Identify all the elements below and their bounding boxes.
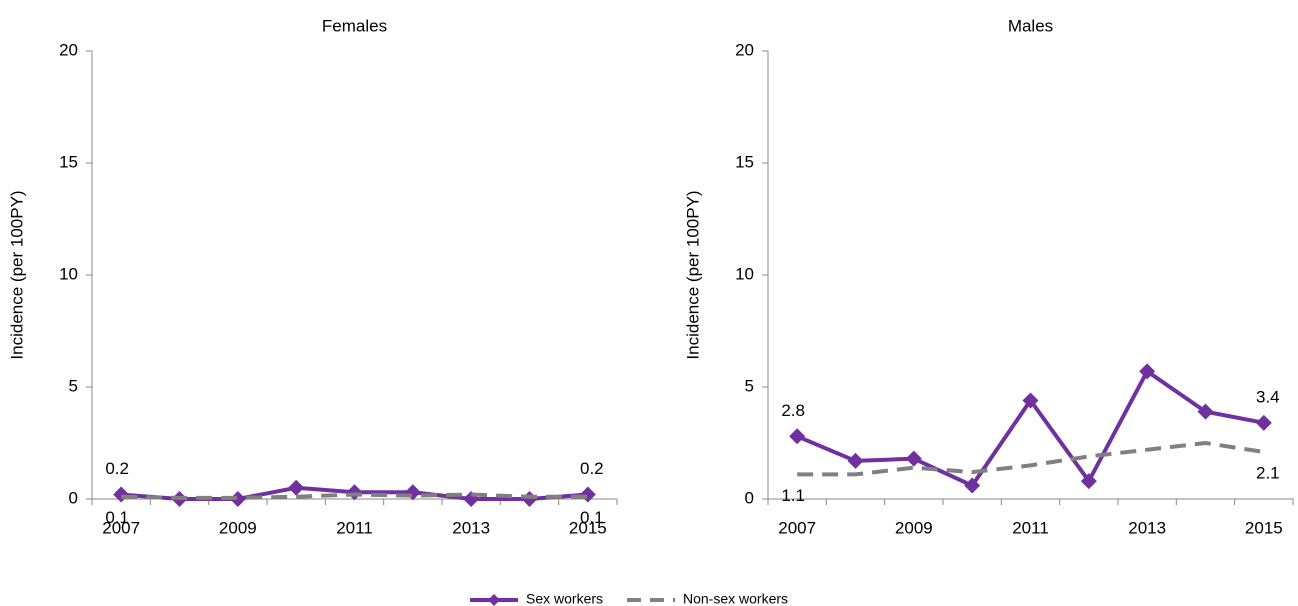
data-point (288, 479, 305, 496)
y-tick-label: 0 (745, 488, 754, 507)
x-tick-label: 2007 (102, 518, 140, 537)
series-line (796, 369, 1265, 488)
x-tick-label: 2007 (778, 518, 816, 537)
data-label: 1.1 (781, 486, 805, 505)
y-tick-label: 10 (59, 264, 78, 283)
x-tick-label: 2013 (452, 518, 490, 537)
data-point (113, 486, 130, 503)
y-axis-label: Incidence (per 100PY) (7, 190, 26, 359)
data-point (789, 428, 806, 445)
x-tick-label: 2011 (1012, 518, 1049, 537)
series-line (797, 441, 1265, 477)
y-tick-label: 0 (69, 488, 78, 507)
data-point (229, 491, 246, 507)
legend-marker (488, 594, 500, 606)
data-label: 0.2 (580, 459, 604, 478)
data-point (1022, 392, 1039, 409)
data-label: 2.8 (781, 401, 805, 420)
x-tick-label: 2009 (219, 518, 257, 537)
data-label: 2.1 (1256, 463, 1280, 482)
data-point (964, 477, 981, 494)
data-point (346, 484, 363, 501)
data-point (1197, 403, 1214, 420)
x-tick-label: 2015 (1245, 518, 1283, 537)
y-axis-label: Incidence (per 100PY) (683, 190, 702, 359)
x-tick-label: 2009 (895, 518, 933, 537)
data-label: 3.4 (1256, 387, 1280, 406)
data-label: 0.2 (105, 459, 129, 478)
data-point (847, 452, 864, 469)
series-line (121, 492, 588, 500)
y-tick-label: 20 (735, 40, 754, 59)
x-tick-label: 2013 (1128, 518, 1166, 537)
data-point (1255, 414, 1272, 431)
data-point (521, 491, 538, 507)
data-point (905, 450, 922, 467)
panel-title: Males (1008, 16, 1053, 35)
data-point (404, 484, 421, 501)
data-label: 0.1 (580, 508, 604, 527)
y-tick-label: 5 (69, 376, 78, 395)
y-tick-label: 15 (59, 152, 78, 171)
panel-title: Females (322, 16, 387, 35)
y-tick-label: 10 (735, 264, 754, 283)
data-point (1139, 363, 1156, 380)
y-tick-label: 15 (735, 152, 754, 171)
data-label: 0.1 (105, 508, 129, 527)
legend-label: Non-sex workers (683, 591, 788, 606)
y-tick-label: 20 (59, 40, 78, 59)
x-tick-label: 2011 (336, 518, 373, 537)
y-tick-label: 5 (745, 376, 754, 395)
data-point (579, 486, 596, 503)
legend-label: Sex workers (526, 591, 603, 606)
x-tick-label: 2015 (569, 518, 607, 537)
data-point (1080, 473, 1097, 490)
